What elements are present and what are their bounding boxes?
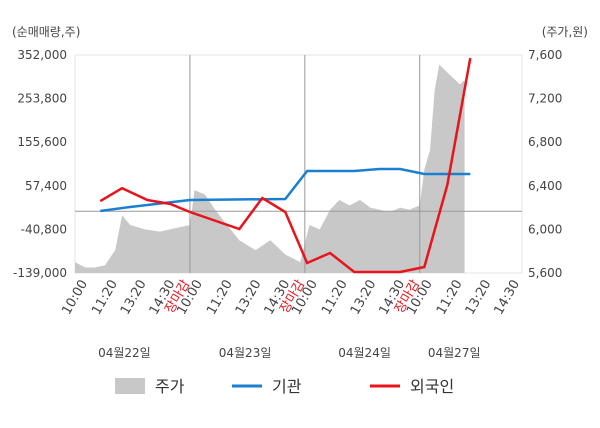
y2-tick-label: 7,200 <box>528 92 562 106</box>
y-tick-label: 57,400 <box>25 179 67 193</box>
y-tick-label: -40,800 <box>21 222 67 236</box>
x-tick-label: 11:20 <box>204 278 236 318</box>
y-tick-label: 155,600 <box>17 135 67 149</box>
x-tick-label: 14:30 <box>491 278 523 318</box>
date-label: 04월27일 <box>428 346 481 360</box>
y-tick-label: 352,000 <box>17 48 67 62</box>
y2-axis-title: (주가,원) <box>542 25 588 39</box>
legend-label: 기관 <box>272 377 302 396</box>
x-tick-label: 10:00 <box>59 278 91 318</box>
legend-swatch <box>115 378 145 394</box>
x-tick-label: 13:20 <box>118 278 150 318</box>
x-tick-label: 11:20 <box>434 278 466 318</box>
date-label: 04월22일 <box>98 346 151 360</box>
y2-tick-label: 6,400 <box>528 179 562 193</box>
y2-tick-label: 6,000 <box>528 222 562 236</box>
y2-tick-label: 7,600 <box>528 48 562 62</box>
date-label: 04월24일 <box>338 346 391 360</box>
x-tick-label: 13:20 <box>463 278 495 318</box>
x-tick-label: 13:20 <box>233 278 265 318</box>
legend-label: 주가 <box>155 377 185 396</box>
legend-label: 외국인 <box>410 377 454 396</box>
date-label: 04월23일 <box>219 346 272 360</box>
series-line <box>99 57 472 274</box>
y-tick-label: 253,800 <box>17 92 67 106</box>
x-tick-label: 11:20 <box>319 278 351 318</box>
series-line <box>100 167 471 213</box>
price-area <box>75 64 465 273</box>
x-tick-label: 11:20 <box>89 278 121 318</box>
y-tick-label: -139,000 <box>13 266 67 280</box>
y-axis-title: (순매매량,주) <box>12 25 80 39</box>
x-tick-label: 13:20 <box>348 278 380 318</box>
y2-tick-label: 6,800 <box>528 135 562 149</box>
y2-tick-label: 5,600 <box>528 266 562 280</box>
